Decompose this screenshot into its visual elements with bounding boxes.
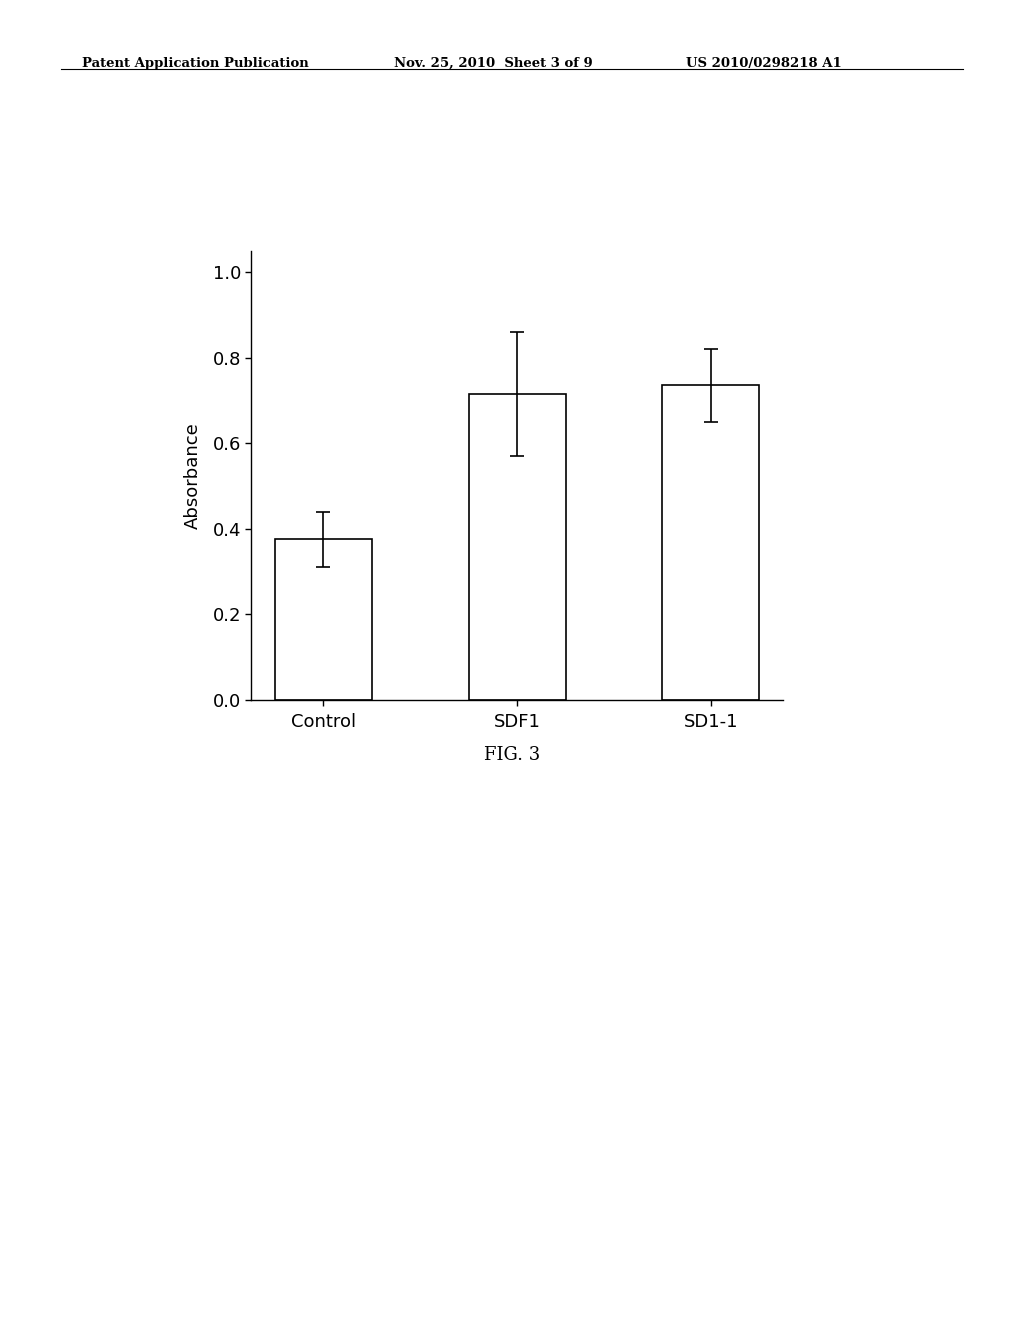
Text: Patent Application Publication: Patent Application Publication	[82, 57, 308, 70]
Text: FIG. 3: FIG. 3	[484, 746, 540, 764]
Bar	[275, 540, 372, 700]
Bar	[469, 393, 565, 700]
Text: Nov. 25, 2010  Sheet 3 of 9: Nov. 25, 2010 Sheet 3 of 9	[394, 57, 593, 70]
Bar	[663, 385, 759, 700]
Y-axis label: Absorbance: Absorbance	[183, 422, 202, 528]
Text: US 2010/0298218 A1: US 2010/0298218 A1	[686, 57, 842, 70]
